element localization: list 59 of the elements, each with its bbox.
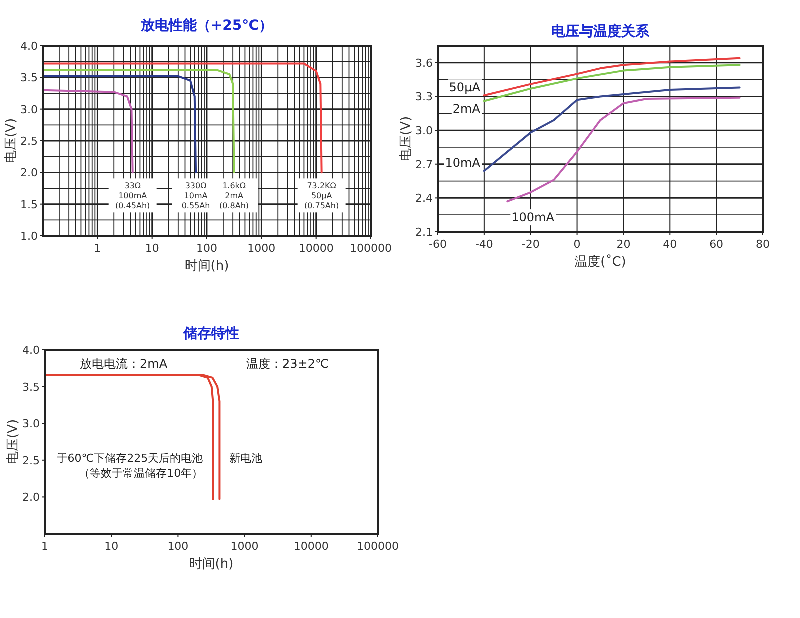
series-label: 10mA	[445, 156, 482, 170]
chart-title: 储存特性	[182, 326, 240, 342]
x-axis-title: 时间(h)	[184, 259, 230, 274]
y-tick-label: 2.1	[416, 226, 433, 239]
series-label: 于60℃下储存225天后的电池（等效于常温储存10年）	[56, 452, 204, 480]
y-tick-label: 3.3	[416, 90, 433, 104]
y-tick-label: 2.5	[22, 454, 40, 468]
x-tick-label: 1	[94, 242, 102, 255]
annotation: 330Ω 10mA 0.55Ah	[182, 182, 210, 211]
x-axis-title: 时间(h)	[189, 557, 234, 572]
x-tick-label: 10	[145, 242, 160, 255]
annotation: 1.6kΩ 2mA (0.8Ah)	[220, 182, 250, 211]
y-tick-label: 2.0	[20, 166, 38, 180]
y-tick-label: 1.0	[20, 230, 38, 243]
y-axis-title: 电压(V)	[399, 116, 414, 162]
annotation: 73.2KΩ 50μA (0.75Ah)	[304, 182, 340, 211]
series-label: 新电池	[230, 452, 263, 465]
x-tick-label: 20	[616, 238, 631, 251]
series-label: 100mA	[512, 210, 556, 225]
x-tick-label: 0	[574, 238, 581, 251]
y-tick-label: 3.0	[20, 103, 38, 116]
y-tick-label: 2.5	[20, 135, 38, 148]
annotation: 放电电流：2mA	[80, 357, 168, 371]
x-tick-label: 100	[196, 242, 218, 255]
x-tick-label: 10	[104, 540, 119, 553]
x-tick-label: -20	[522, 238, 540, 251]
x-tick-label: 40	[663, 238, 678, 251]
annotation: 33Ω 100mA (0.45Ah)	[116, 182, 150, 211]
chart-title: 电压与温度关系	[552, 23, 650, 40]
y-tick-label: 3.5	[22, 380, 40, 394]
x-tick-label: 10000	[298, 242, 334, 255]
x-tick-label: 1000	[248, 242, 276, 255]
y-tick-label: 3.0	[416, 124, 433, 138]
y-tick-label: 4.0	[20, 40, 38, 53]
y-tick-label: 2.0	[22, 491, 40, 504]
x-tick-label: 100000	[357, 540, 399, 553]
series-label: 2mA	[452, 102, 482, 116]
y-tick-label: 1.5	[20, 198, 38, 212]
x-tick-label: -40	[475, 238, 494, 251]
x-tick-label: 60	[710, 238, 724, 251]
y-axis-title: 电压(V)	[4, 118, 19, 164]
x-tick-label: 100	[168, 540, 189, 553]
y-tick-label: 2.4	[416, 192, 433, 206]
y-tick-label: 2.7	[416, 158, 433, 172]
x-tick-label: 80	[756, 238, 770, 251]
x-tick-label: 1	[42, 540, 48, 553]
x-axis-title: 温度(˚C)	[574, 254, 626, 270]
annotation: 温度：23±2℃	[246, 357, 329, 371]
y-tick-label: 3.5	[20, 72, 38, 85]
y-tick-label: 3.6	[416, 56, 433, 70]
x-tick-label: -60	[429, 238, 447, 251]
x-tick-label: 10000	[294, 540, 329, 553]
x-tick-label: 1000	[230, 540, 259, 553]
x-tick-label: 100000	[350, 242, 392, 255]
chart-title: 放电性能（+25℃）	[140, 18, 274, 34]
y-tick-label: 3.0	[22, 418, 40, 431]
series-label: 50μA	[449, 80, 482, 95]
y-tick-label: 4.0	[22, 344, 40, 357]
y-axis-title: 电压(V)	[6, 419, 21, 465]
